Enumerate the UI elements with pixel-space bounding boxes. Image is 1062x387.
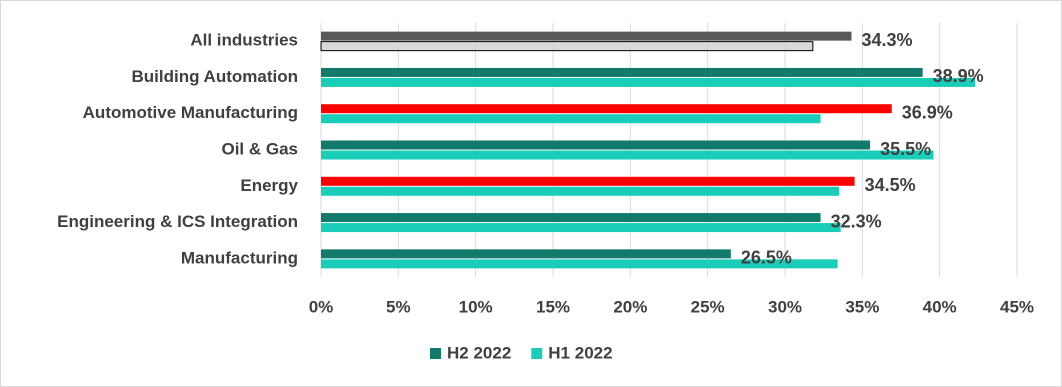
x-tick-label: 30% [768,297,802,316]
category-label: Automotive Manufacturing [83,103,298,122]
category-label: All industries [190,31,298,50]
legend-label: H2 2022 [447,343,511,362]
bar [321,150,934,160]
x-tick-label: 10% [459,297,493,316]
legend-label: H1 2022 [548,343,612,362]
x-tick-label: 20% [613,297,647,316]
value-label: 36.9% [902,102,953,122]
category-label: Energy [240,176,298,195]
category-label: Building Automation [131,67,298,86]
category-label: Engineering & ICS Integration [57,212,298,231]
x-tick-label: 0% [309,297,334,316]
bar [321,176,855,186]
bar [321,223,841,233]
value-label: 38.9% [933,66,984,86]
value-label: 26.5% [741,248,792,268]
bar [321,77,976,87]
value-label: 35.5% [880,139,931,159]
x-tick-label: 5% [386,297,411,316]
x-tick-label: 35% [845,297,879,316]
bar [320,41,814,52]
bar [321,213,821,223]
bar [321,259,838,269]
x-tick-label: 40% [923,297,957,316]
x-tick-label: 45% [1000,297,1034,316]
value-label: 34.5% [865,175,916,195]
value-label: 32.3% [831,211,882,231]
bar [321,186,840,196]
category-label: Oil & Gas [221,139,298,158]
bar [321,140,871,150]
bar [321,67,923,77]
legend-swatch [430,348,441,359]
x-tick-label: 25% [691,297,725,316]
bar [321,104,892,114]
x-tick-label: 15% [536,297,570,316]
bar [321,31,852,41]
legend-swatch [531,348,543,359]
bar [321,114,821,124]
category-label: Manufacturing [181,248,298,267]
value-label: 34.3% [862,30,913,50]
bar [321,249,731,259]
